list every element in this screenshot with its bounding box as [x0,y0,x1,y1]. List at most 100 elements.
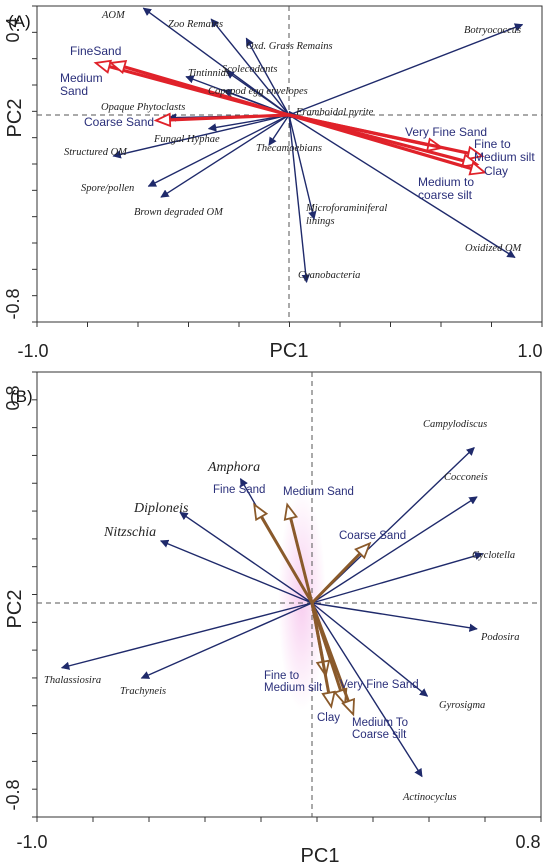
label-amphora: Amphora [207,460,260,475]
panel-a-environment-vectors [93,59,487,176]
vector-botryococcus [288,23,524,116]
panel-b-environment-vectors [253,502,372,717]
panel-b-vector-labels: Campylodiscus Cocconeis Cyclotella Podosira… [44,419,520,803]
env-arrow-fine-sand-shaft [259,515,314,605]
label-thalassiosira: Thalassiosira [44,675,101,686]
env-arrow-coarse-sand [153,112,172,128]
vector-trachyneis [140,602,313,679]
vector-gyrosigma [311,602,429,697]
vector-microforaminiferal-linings [288,114,317,220]
panel-a-x-tick-left: -1.0 [17,341,48,361]
panel-b-y-tick-bottom: -0.8 [3,779,23,810]
panel-b-label: (B) [10,387,33,406]
env-arrow-medium-to-coarse-silt [341,697,355,717]
env-arrow-medium-sand [108,60,128,75]
panel-b-x-tick-right: 0.8 [515,832,540,852]
label-fine-sand: Fine Sand [213,484,265,496]
label-cyanobacteria: Cyanobacteria [298,270,360,281]
vector-diploneis [179,511,313,604]
panel-b-y-axis-title: PC2 [4,590,26,629]
label-cyclotella: Cyclotella [472,550,515,561]
label-aom: AOM [101,10,126,21]
label-tintinnids: Tintinnids [188,68,230,79]
panel-a-species-vectors [112,7,524,283]
vector-zoo-remains [210,18,290,116]
vector-oxd-grass-remains [245,37,290,116]
panel-a-x-tick-right: 1.0 [517,341,542,361]
label-medium-sand: Medium Sand [60,71,103,98]
label-trachyneis: Trachyneis [120,686,166,697]
panel-a-label: (A) [8,12,31,31]
vector-cocconeis [311,496,478,604]
panel-a: AOM Zoo Remains Oxd. Grass Remains Scolecod… [3,5,543,362]
panel-a-vector-labels: AOM Zoo Remains Oxd. Grass Remains Scolecod… [60,10,535,281]
label-medium-sand: Medium Sand [283,486,354,498]
vector-nitzschia [159,539,313,604]
label-cocconeis: Cocconeis [444,472,488,483]
vector-cyanobacteria [288,114,310,283]
panel-b-x-tick-left: -1.0 [16,832,47,852]
label-fine-to-medium-silt: Fine to Medium silt [474,137,535,164]
label-very-fine-sand: Very Fine Sand [405,125,487,139]
vector-thecamoebians [268,114,290,146]
label-finesand: FineSand [70,44,121,58]
label-clay: Clay [484,164,508,178]
env-arrow-coarse-sand-shaft [310,551,362,605]
label-nitzschia: Nitzschia [103,525,156,540]
env-arrow-medium-sand-shaft [122,65,291,117]
env-arrow-coarse-sand [354,541,372,560]
label-scolecodonts: Scolecodonts [222,64,277,75]
vector-oxidized-om [288,114,516,259]
label-opaque-phytoclasts: Opaque Phytoclasts [101,102,185,113]
env-arrow-fine-to-medium-silt [466,145,485,161]
vector-thalassiosira [60,602,313,670]
panel-b-ticks [32,371,542,822]
label-thecamoebians: Thecamoebians [256,143,322,154]
env-arrow-medium-to-coarse-silt [468,161,487,176]
label-oxd-grass-remains: Oxd. Grass Remains [246,41,333,52]
panel-b-y-tick-top: 0.8 [3,385,23,410]
label-clay: Clay [317,712,340,724]
panel-a-ticks [32,5,543,327]
label-framboidal-pyrite: Framboidal pyrite [295,107,374,118]
label-brown-degraded-om: Brown degraded OM [134,207,224,218]
vector-scolecodonts [225,70,290,116]
label-spore-pollen: Spore/pollen [81,183,134,194]
panel-a-y-axis-title: PC2 [4,99,26,138]
vector-structured-om [112,114,290,159]
label-fungal-hyphae: Fungal Hyphae [153,134,220,145]
label-coarse-sand: Coarse Sand [339,530,406,542]
label-diploneis: Diploneis [133,501,189,516]
label-zoo-remains: Zoo Remains [168,19,223,30]
vector-spore-pollen [147,114,290,187]
vector-brown-degraded-om [160,114,290,198]
env-arrow-medium-to-coarse-silt-shaft [310,601,350,703]
env-arrow-finesand [93,59,113,74]
label-actinocyclus: Actinocyclus [402,792,457,803]
vector-aom [142,7,290,116]
label-gyrosigma: Gyrosigma [439,700,485,711]
panel-a-y-tick-bottom: -0.8 [3,288,23,319]
env-arrow-medium-sand [283,502,299,521]
panel-b: Campylodiscus Cocconeis Cyclotella Podosira… [3,371,542,865]
vector-fungal-hyphae [207,114,290,132]
panel-b-species-vectors [60,447,484,778]
panel-a-y-tick-top: 0.4 [3,17,23,42]
vector-podosira [311,602,478,632]
label-fine-to-medium-silt: Fine to Medium silt [264,670,323,694]
label-campylodiscus: Campylodiscus [423,419,487,430]
label-oxidized-om: Oxidized OM [465,243,523,254]
env-arrow-medium-sand-shaft [289,516,314,605]
label-coarse-sand: Coarse Sand [84,115,154,129]
env-arrow-medium-to-coarse-silt-shaft [287,113,473,171]
label-medium-to-coarse-silt: Medium To Coarse silt [352,717,408,741]
env-arrow-coarse-sand-shaft [168,113,291,122]
panel-b-pink-glow [278,490,326,710]
vector-actinocyclus [311,602,423,778]
label-structured-om: Structured OM [64,147,128,158]
label-copepod-egg-envelopes: Copepod egg envelopes [208,86,308,97]
panel-b-x-axis-title: PC1 [301,845,340,865]
env-arrow-fine-sand [253,502,269,522]
label-podosira: Podosira [480,632,520,643]
